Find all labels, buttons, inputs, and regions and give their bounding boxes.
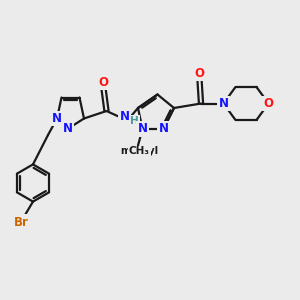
- Text: Br: Br: [14, 215, 29, 229]
- Text: O: O: [194, 67, 205, 80]
- Text: N: N: [137, 122, 148, 136]
- Text: H: H: [130, 116, 139, 126]
- Text: N: N: [62, 122, 73, 136]
- Text: O: O: [263, 97, 274, 110]
- Text: N: N: [158, 122, 169, 136]
- Text: methyl: methyl: [120, 146, 159, 157]
- Text: O: O: [98, 76, 109, 89]
- Text: N: N: [52, 112, 62, 125]
- Text: N: N: [218, 97, 229, 110]
- Text: N: N: [119, 110, 130, 123]
- Text: CH₃: CH₃: [129, 146, 150, 157]
